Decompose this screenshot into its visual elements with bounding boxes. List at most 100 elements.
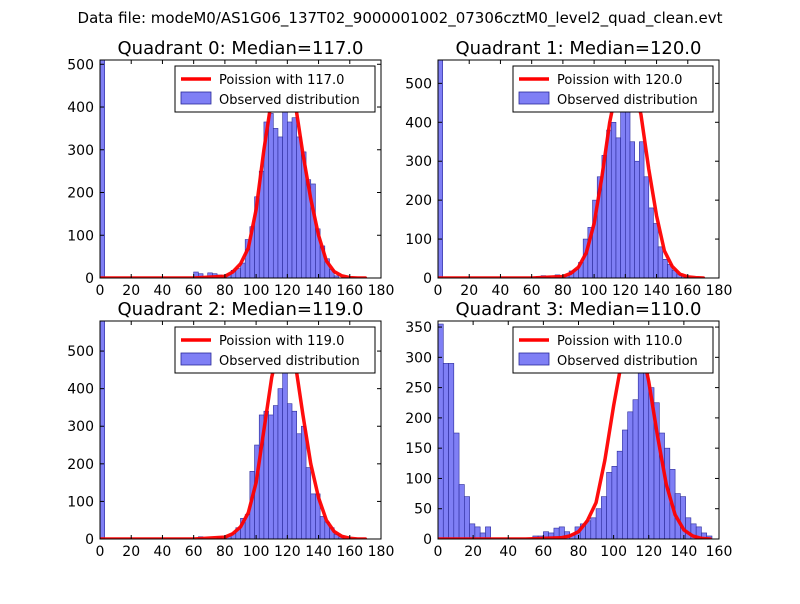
histogram-bar (268, 113, 274, 278)
x-tick-label: 60 (534, 544, 552, 560)
chart-panel-2: 0 20 40 60 80 100 120 140 160 1800100200300400500… (67, 299, 394, 560)
histogram-bar (287, 403, 293, 539)
x-tick-label: 100 (243, 544, 270, 560)
histogram-bar (606, 129, 612, 278)
x-tick-label: 100 (600, 544, 627, 560)
histogram-bar (277, 388, 283, 539)
y-tick-label: 0 (85, 271, 94, 287)
histogram-bar (282, 106, 288, 278)
legend-label: Observed distribution (557, 354, 698, 369)
chart-title: Quadrant 3: Median=110.0 (456, 299, 702, 320)
histogram-bar (100, 60, 105, 278)
histogram-bar (610, 121, 617, 278)
x-tick-label: 80 (216, 283, 234, 299)
histogram-bar (100, 321, 105, 539)
histogram-bar (595, 508, 602, 539)
y-tick-label: 0 (85, 532, 94, 548)
legend-label: Observed distribution (219, 354, 360, 369)
y-tick-label: 50 (414, 502, 432, 518)
chart-panel-1: 0 20 40 60 80 100 120 140 160 1800100200300400500… (405, 38, 732, 299)
x-tick-label: 20 (122, 283, 140, 299)
histogram-bar (310, 493, 316, 539)
histogram-bar (637, 363, 644, 539)
chart-title: Quadrant 2: Median=119.0 (118, 299, 364, 320)
histogram-bar (615, 137, 621, 278)
x-tick-label: 180 (706, 283, 733, 299)
histogram-bar (301, 425, 307, 539)
legend-swatch-bars (180, 352, 212, 366)
legend: Poission with 120.0 Observed distribution (512, 65, 714, 113)
y-tick-label: 300 (67, 143, 94, 159)
legend-label: Poission with 110.0 (557, 334, 682, 349)
legend-swatch-bars (180, 91, 212, 105)
y-tick-label: 200 (405, 411, 432, 427)
histogram-bar (287, 121, 293, 278)
y-tick-label: 300 (405, 350, 432, 366)
y-tick-label: 350 (405, 320, 432, 336)
histogram-bar (643, 176, 650, 278)
histogram-bar (458, 484, 465, 539)
x-tick-label: 80 (216, 544, 234, 560)
legend: Poission with 117.0 Observed distribution (174, 65, 376, 113)
histogram-bar (629, 141, 635, 278)
histogram-bar (305, 467, 312, 539)
legend-label: Poission with 119.0 (219, 334, 344, 349)
x-tick-label: 80 (554, 283, 572, 299)
chart-title: Quadrant 0: Median=117.0 (118, 38, 364, 59)
histogram-bar (464, 496, 470, 539)
x-tick-label: 20 (122, 544, 140, 560)
histogram-bar (627, 411, 634, 539)
x-tick-label: 120 (274, 283, 301, 299)
x-tick-label: 20 (464, 544, 482, 560)
histogram-bar (485, 526, 491, 539)
histogram-bar (319, 516, 326, 539)
x-tick-label: 100 (581, 283, 608, 299)
y-tick-label: 100 (67, 494, 94, 510)
histogram-bar (272, 128, 279, 278)
figure-suptitle: Data file: modeM0/AS1G06_137T02_90000010… (77, 9, 723, 27)
histogram-bar (438, 323, 444, 539)
histogram-bar (590, 517, 597, 539)
x-tick-label: 60 (523, 283, 541, 299)
x-tick-label: 180 (368, 283, 395, 299)
legend: Poission with 110.0 Observed distribution (512, 326, 714, 374)
x-tick-label: 0 (96, 544, 105, 560)
y-tick-label: 400 (67, 100, 94, 116)
histogram-bar (453, 432, 460, 539)
histogram-bar (639, 141, 645, 278)
x-tick-label: 0 (96, 283, 105, 299)
histogram-bar (616, 450, 623, 539)
x-tick-label: 100 (243, 283, 270, 299)
y-tick-label: 500 (67, 57, 94, 73)
histogram-bar (296, 136, 302, 278)
axes-frame (99, 59, 382, 279)
y-tick-label: 500 (67, 344, 94, 360)
chart-panel-3: 0 20 40 60 80 100 120 140 160 0 50 100 150 200 250 300 3… (405, 299, 732, 560)
histogram-bar (648, 207, 654, 278)
histogram-bar (601, 496, 607, 539)
x-tick-label: 40 (492, 283, 510, 299)
x-tick-label: 140 (671, 544, 698, 560)
x-tick-label: 140 (643, 283, 670, 299)
y-tick-label: 150 (405, 441, 432, 457)
legend-label: Poission with 120.0 (557, 73, 682, 88)
histogram-bar (448, 363, 455, 539)
y-tick-label: 200 (67, 186, 94, 202)
y-tick-label: 100 (405, 232, 432, 248)
histogram-bar (268, 414, 274, 539)
x-tick-label: 0 (434, 283, 443, 299)
y-tick-label: 500 (405, 76, 432, 92)
y-tick-label: 0 (423, 532, 432, 548)
histogram-bar (272, 405, 279, 539)
x-tick-label: 120 (612, 283, 639, 299)
histogram-bar (282, 365, 288, 539)
histogram-bar (611, 466, 618, 539)
legend-label: Observed distribution (557, 93, 698, 108)
y-tick-label: 300 (67, 419, 94, 435)
x-tick-label: 20 (460, 283, 478, 299)
histogram-bar (474, 526, 481, 539)
y-tick-label: 300 (405, 154, 432, 170)
x-tick-label: 60 (185, 544, 203, 560)
